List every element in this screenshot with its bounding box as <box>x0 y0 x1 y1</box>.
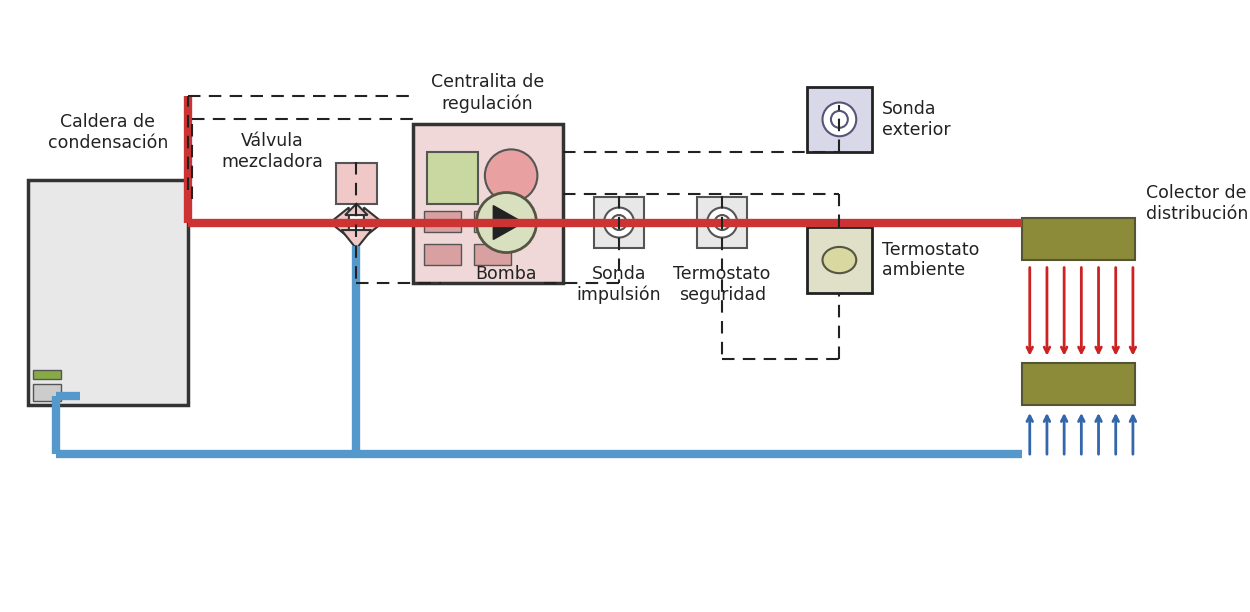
Polygon shape <box>494 206 524 239</box>
FancyBboxPatch shape <box>336 163 377 204</box>
FancyBboxPatch shape <box>426 152 479 204</box>
Text: Termostato
ambiente: Termostato ambiente <box>881 241 979 280</box>
Polygon shape <box>341 230 371 249</box>
Circle shape <box>604 207 634 237</box>
Circle shape <box>707 207 737 237</box>
Text: Centralita de
regulación: Centralita de regulación <box>431 73 544 113</box>
Text: Sonda
impulsión: Sonda impulsión <box>576 265 661 304</box>
Text: Caldera de
condensación: Caldera de condensación <box>48 113 168 152</box>
Polygon shape <box>330 207 349 237</box>
FancyBboxPatch shape <box>806 86 872 152</box>
Circle shape <box>611 215 626 230</box>
FancyBboxPatch shape <box>32 370 61 379</box>
Text: Termostato
seguridad: Termostato seguridad <box>674 265 771 304</box>
FancyBboxPatch shape <box>474 211 511 232</box>
FancyBboxPatch shape <box>1022 218 1135 260</box>
Text: Válvula
mezcladora: Válvula mezcladora <box>221 132 322 171</box>
FancyBboxPatch shape <box>806 227 872 293</box>
Circle shape <box>476 193 536 253</box>
Circle shape <box>822 102 856 136</box>
Circle shape <box>485 149 538 202</box>
FancyBboxPatch shape <box>696 197 748 248</box>
Polygon shape <box>364 207 382 237</box>
FancyBboxPatch shape <box>29 181 188 405</box>
FancyBboxPatch shape <box>594 197 644 248</box>
Text: Sonda
exterior: Sonda exterior <box>881 100 950 139</box>
FancyBboxPatch shape <box>424 244 461 265</box>
FancyBboxPatch shape <box>424 211 461 232</box>
FancyBboxPatch shape <box>32 384 61 401</box>
Circle shape <box>715 215 730 230</box>
Text: Bomba: Bomba <box>476 265 538 283</box>
Circle shape <box>831 111 848 128</box>
Polygon shape <box>345 204 368 215</box>
Text: Colector de
distribución: Colector de distribución <box>1146 184 1249 223</box>
Ellipse shape <box>822 247 856 273</box>
FancyBboxPatch shape <box>412 124 562 283</box>
FancyBboxPatch shape <box>1022 363 1135 405</box>
FancyBboxPatch shape <box>474 244 511 265</box>
